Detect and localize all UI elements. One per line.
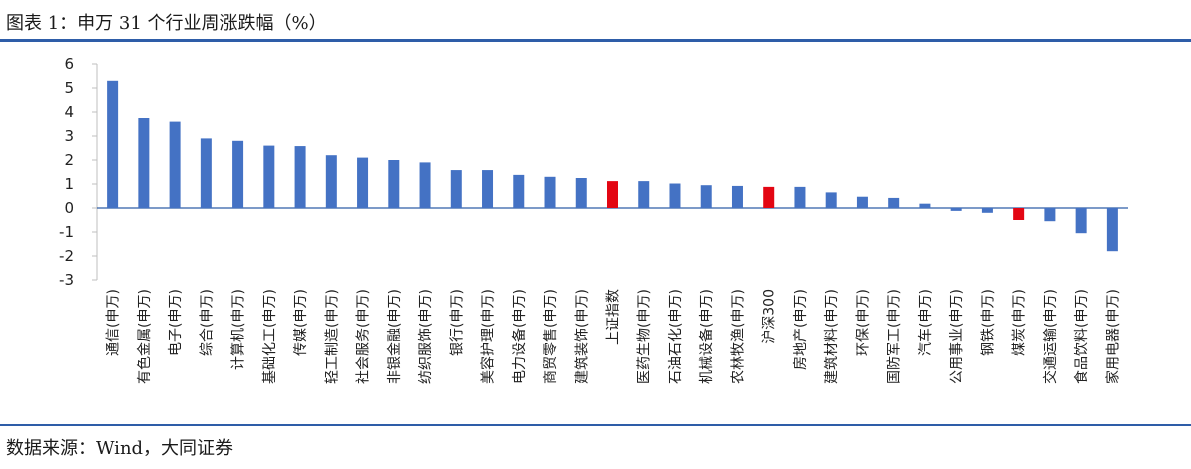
bar bbox=[138, 118, 150, 208]
x-tick-label: 轻工制造(申万) bbox=[324, 289, 340, 384]
x-tick-label: 汽车(申万) bbox=[917, 289, 934, 356]
x-axis-labels: 通信(申万) 有色金属(申万) 电子(申万) 综合(申万) 计算机(申万) 基础化工(申万… bbox=[106, 289, 1122, 384]
x-tick-label: 基础化工(申万) bbox=[261, 289, 278, 384]
x-tick-label: 家用电器(申万) bbox=[1104, 289, 1121, 384]
bar bbox=[950, 208, 962, 211]
bar bbox=[794, 186, 806, 208]
bar bbox=[638, 181, 650, 208]
y-tick-label: 2 bbox=[64, 151, 74, 169]
x-tick-label: 上证指数 bbox=[606, 289, 622, 345]
bar bbox=[450, 170, 462, 208]
x-tick-label: 环保(申万) bbox=[855, 289, 871, 356]
y-tick-label: 6 bbox=[64, 55, 74, 73]
bar bbox=[169, 121, 181, 208]
top-rule bbox=[0, 39, 1191, 42]
x-tick-label: 电力设备(申万) bbox=[511, 289, 528, 384]
bar bbox=[263, 145, 275, 208]
y-tick-label: 1 bbox=[64, 175, 74, 193]
bar bbox=[232, 140, 244, 208]
x-tick-label: 机械设备(申万) bbox=[698, 289, 715, 384]
chart-title: 图表 1：申万 31 个行业周涨跌幅（%） bbox=[6, 13, 327, 34]
x-tick-label: 传媒(申万) bbox=[293, 289, 309, 356]
x-tick-label: 纺织服饰(申万) bbox=[418, 289, 434, 384]
x-tick-label: 建筑材料(申万) bbox=[824, 289, 840, 384]
x-tick-label: 电子(申万) bbox=[168, 289, 184, 356]
x-tick-label: 美容护理(申万) bbox=[480, 289, 497, 384]
bar-chart: 6 5 4 3 2 1 0 -1 -2 -3 通信(申万) 有色金属(申万) 电子(申万) 综合(申万)… bbox=[59, 55, 1128, 384]
x-tick-label: 交通运输(申万) bbox=[1042, 289, 1059, 384]
y-tick-label: 4 bbox=[64, 103, 74, 121]
bar bbox=[700, 185, 712, 208]
y-tick-label: -1 bbox=[59, 223, 74, 241]
x-tick-label: 计算机(申万) bbox=[231, 289, 247, 370]
y-tick-label: -2 bbox=[59, 247, 74, 265]
x-tick-label: 非银金融(申万) bbox=[387, 289, 403, 384]
y-tick-label: 5 bbox=[64, 79, 74, 97]
x-tick-label: 钢铁(申万) bbox=[980, 289, 996, 356]
bar bbox=[1013, 208, 1025, 220]
bar bbox=[825, 192, 837, 208]
bar bbox=[513, 174, 525, 208]
bars bbox=[97, 80, 1128, 252]
bar bbox=[388, 160, 400, 208]
x-tick-label: 公用事业(申万) bbox=[949, 289, 965, 384]
bar bbox=[763, 186, 775, 208]
y-axis: 6 5 4 3 2 1 0 -1 -2 -3 bbox=[59, 55, 98, 289]
x-tick-label: 银行(申万) bbox=[449, 289, 465, 356]
x-tick-label: 农林牧渔(申万) bbox=[730, 289, 746, 384]
bar bbox=[325, 155, 337, 208]
x-tick-label: 社会服务(申万) bbox=[356, 289, 372, 384]
x-tick-label: 房地产(申万) bbox=[793, 289, 809, 370]
bar bbox=[1044, 208, 1056, 222]
bar bbox=[888, 197, 900, 208]
x-tick-label: 沪深300 bbox=[762, 289, 778, 344]
x-tick-label: 综合(申万) bbox=[199, 289, 215, 356]
bar bbox=[107, 80, 119, 208]
bar bbox=[200, 138, 212, 208]
x-tick-label: 建筑装饰(申万) bbox=[574, 289, 590, 384]
bottom-rule bbox=[0, 424, 1191, 426]
x-tick-label: 医药生物(申万) bbox=[637, 289, 653, 384]
bar bbox=[294, 146, 306, 208]
bar bbox=[669, 183, 681, 208]
bar bbox=[357, 157, 369, 208]
data-source: 数据来源：Wind，大同证券 bbox=[6, 438, 234, 459]
x-tick-label: 通信(申万) bbox=[106, 289, 122, 356]
bar bbox=[575, 178, 587, 208]
x-tick-label: 煤炭(申万) bbox=[1012, 289, 1028, 356]
x-tick-label: 国防军工(申万) bbox=[887, 289, 903, 384]
bar bbox=[981, 208, 993, 213]
bar bbox=[482, 170, 494, 208]
x-tick-label: 石油石化(申万) bbox=[668, 289, 684, 384]
bar bbox=[1106, 208, 1118, 252]
bar bbox=[419, 162, 431, 208]
bar bbox=[856, 196, 868, 208]
x-tick-label: 有色金属(申万) bbox=[136, 289, 153, 384]
bar bbox=[731, 185, 743, 208]
bar bbox=[607, 181, 618, 208]
y-tick-label: -3 bbox=[59, 271, 74, 289]
x-tick-label: 食品饮料(申万) bbox=[1073, 289, 1090, 384]
bar bbox=[919, 203, 931, 208]
y-tick-label: 3 bbox=[64, 127, 74, 145]
y-tick-label: 0 bbox=[64, 199, 74, 217]
bar bbox=[1075, 208, 1087, 234]
bar bbox=[544, 176, 556, 208]
x-tick-label: 商贸零售(申万) bbox=[543, 289, 559, 384]
